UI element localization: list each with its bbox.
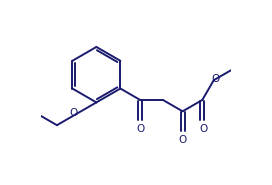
Text: O: O [69, 108, 77, 118]
Text: O: O [178, 135, 187, 145]
Text: O: O [211, 74, 220, 84]
Text: O: O [136, 124, 144, 134]
Text: O: O [199, 124, 208, 134]
